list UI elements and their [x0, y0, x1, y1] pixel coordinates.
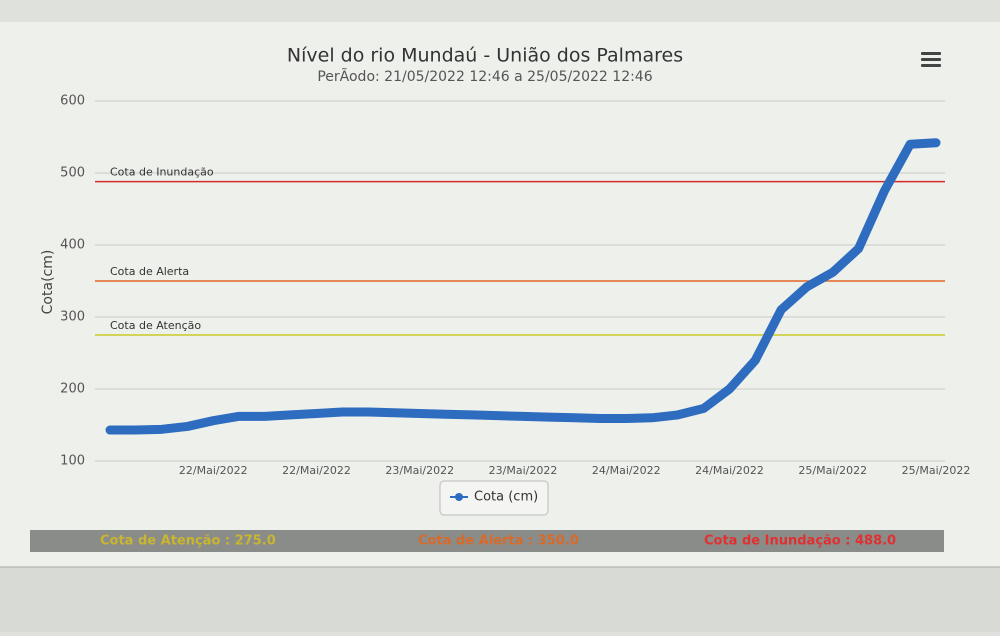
- x-tick-label: 24/Mai/2022: [695, 464, 764, 477]
- footer-label: Cota de Atenção : 275.0: [100, 534, 276, 549]
- y-axis-label: Cota(cm): [40, 250, 56, 315]
- x-tick-label: 22/Mai/2022: [282, 464, 351, 477]
- footer-label: Cota de Inundação : 488.0: [704, 534, 896, 549]
- legend: [439, 480, 549, 516]
- chart-title: Nível do rio Mundaú - União dos Palmares: [287, 45, 683, 67]
- y-tick-label: 400: [60, 238, 85, 253]
- x-tick-label: 24/Mai/2022: [592, 464, 661, 477]
- x-tick-label: 23/Mai/2022: [489, 464, 558, 477]
- plot-line-label: Cota de Inundação: [110, 166, 214, 179]
- x-tick-label: 25/Mai/2022: [798, 464, 867, 477]
- page-bottom: [0, 567, 1000, 632]
- legend-marker: [455, 493, 463, 501]
- y-tick-label: 200: [60, 382, 85, 397]
- menu-icon[interactable]: [921, 52, 941, 67]
- y-tick-label: 100: [60, 454, 85, 469]
- plot-line-label: Cota de Alerta: [110, 265, 189, 278]
- x-tick-label: 23/Mai/2022: [385, 464, 454, 477]
- chart-subtitle: PerÃodo: 21/05/2022 12:46 a 25/05/2022 1…: [317, 68, 652, 85]
- plot-line-label: Cota de Atenção: [110, 319, 201, 332]
- footer-bar: [30, 530, 944, 552]
- x-tick-label: 25/Mai/2022: [902, 464, 971, 477]
- y-tick-label: 300: [60, 310, 85, 325]
- x-tick-label: 22/Mai/2022: [179, 464, 248, 477]
- y-tick-label: 600: [60, 94, 85, 109]
- legend-label: Cota (cm): [474, 490, 538, 505]
- y-tick-label: 500: [60, 166, 85, 181]
- panel: [0, 22, 1000, 567]
- series-line: [105, 138, 941, 435]
- footer-label: Cota de Alerta : 350.0: [418, 534, 579, 549]
